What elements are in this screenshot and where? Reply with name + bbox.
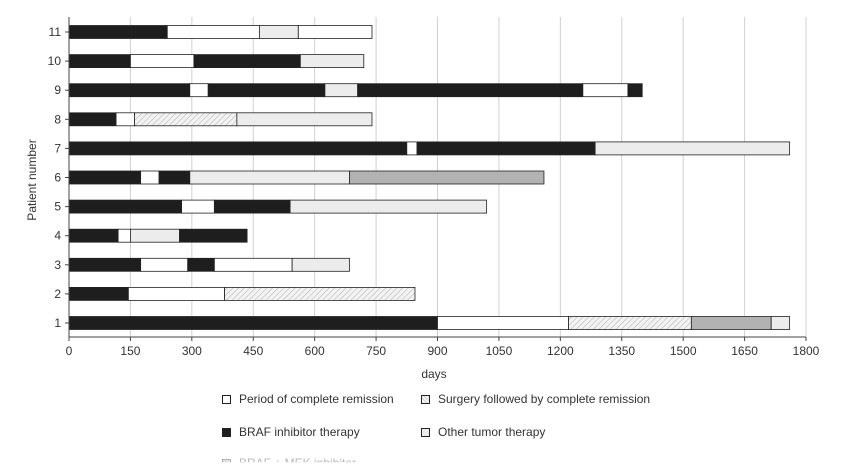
bar-segment-surgery xyxy=(224,286,416,301)
bar-segment-braf xyxy=(68,141,408,156)
bar-segment-remission xyxy=(189,83,209,98)
y-tick-label: 8 xyxy=(54,112,61,126)
legend-item-other: Other tumor therapy xyxy=(421,425,545,439)
bar-segment-braf xyxy=(68,54,131,68)
bar-segment-mek xyxy=(690,316,772,330)
y-tick-label: 4 xyxy=(54,229,61,243)
bar-segment-braf xyxy=(68,286,129,301)
bar-segment-remission xyxy=(117,228,131,243)
bar-segment-braf xyxy=(187,257,215,272)
y-tick-label: 6 xyxy=(54,171,61,185)
bar-segment-remission xyxy=(213,257,293,272)
bar-segment-remission xyxy=(115,112,135,127)
bar-segment-remission xyxy=(140,257,189,272)
y-tick-label: 2 xyxy=(54,287,61,301)
x-tick-label: 1500 xyxy=(670,344,697,358)
y-tick-label: 11 xyxy=(49,25,62,39)
x-axis-label: days xyxy=(421,367,446,381)
remission-swatch-icon xyxy=(222,394,231,404)
legend-label-surgery: Surgery followed by complete remission xyxy=(438,392,651,406)
legend-label-mek: BRAF + MEK inhibitor xyxy=(239,456,357,470)
bar-segment-braf xyxy=(68,228,119,243)
legend-label-braf: BRAF inhibitor therapy xyxy=(239,425,360,439)
x-tick-label: 300 xyxy=(182,344,202,358)
bar-segment-remission xyxy=(166,25,260,39)
bar-segment-other xyxy=(130,228,180,243)
y-tick-label: 5 xyxy=(54,200,61,214)
legend-item-mek: BRAF + MEK inhibitor xyxy=(222,456,357,470)
bar-segment-remission xyxy=(130,54,195,68)
mek-swatch-icon xyxy=(222,458,231,463)
axes: 0 150 300 450 600 750 900 1050 1200 1350 1500 1650 1… xyxy=(48,17,820,358)
bar-segment-other xyxy=(324,83,359,98)
y-tick-label: 1 xyxy=(54,316,61,330)
bars xyxy=(68,25,791,330)
x-tick-label: 900 xyxy=(427,344,447,358)
bar-segment-braf xyxy=(68,316,438,330)
bar-segment-braf xyxy=(68,199,182,214)
y-tick-label: 3 xyxy=(54,258,61,272)
bar-segment-other xyxy=(289,199,488,214)
bar-segment-remission xyxy=(582,83,629,98)
bar-segment-braf xyxy=(416,141,596,156)
surgery-swatch-icon xyxy=(421,394,430,404)
bar-segment-braf xyxy=(193,54,301,68)
x-tick-label: 750 xyxy=(366,344,386,358)
x-tick-label: 150 xyxy=(120,344,140,358)
legend-item-braf: BRAF inhibitor therapy xyxy=(222,425,360,439)
bar-segment-other xyxy=(258,25,299,39)
legend-item-surgery: Surgery followed by complete remission xyxy=(421,392,650,406)
bar-segment-surgery xyxy=(134,112,238,127)
bar-segment-remission xyxy=(127,286,225,301)
bar-segment-braf xyxy=(68,25,168,39)
y-tick-label: 7 xyxy=(54,141,61,155)
legend-item-remission: Period of complete remission xyxy=(222,392,394,406)
bar-segment-remission xyxy=(140,170,160,185)
bar-segment-braf xyxy=(213,199,291,214)
bar-segment-braf xyxy=(627,83,643,98)
y-tick-label: 9 xyxy=(54,83,61,97)
bar-segment-braf xyxy=(68,170,142,185)
bar-segment-braf xyxy=(158,170,191,185)
legend-label-other: Other tumor therapy xyxy=(438,425,546,439)
x-tick-label: 1200 xyxy=(547,344,574,358)
bar-segment-surgery xyxy=(568,316,692,330)
bar-segment-braf xyxy=(68,257,142,272)
x-tick-label: 1050 xyxy=(486,344,513,358)
x-tick-label: 600 xyxy=(305,344,325,358)
legend-label-remission: Period of complete remission xyxy=(239,392,394,406)
bar-segment-remission xyxy=(406,141,418,156)
bar-segment-braf xyxy=(179,228,248,243)
bar-segment-braf xyxy=(68,83,191,98)
bar-segment-braf xyxy=(68,112,117,127)
x-tick-label: 1800 xyxy=(793,344,820,358)
y-tick-label: 10 xyxy=(48,54,62,68)
bar-segment-other xyxy=(291,257,350,272)
x-tick-label: 0 xyxy=(66,344,73,358)
braf-swatch-icon xyxy=(222,427,231,437)
other-swatch-icon xyxy=(421,427,430,437)
bar-segment-other xyxy=(594,141,791,156)
bar-segment-other xyxy=(189,170,350,185)
bar-segment-braf xyxy=(357,83,584,98)
bar-segment-other xyxy=(236,112,373,127)
bar-segment-remission xyxy=(437,316,569,330)
bar-segment-other xyxy=(299,54,365,68)
bar-segment-other xyxy=(770,316,791,330)
bar-segment-remission xyxy=(181,199,215,214)
x-tick-label: 1350 xyxy=(608,344,635,358)
y-axis-label: Patient number xyxy=(25,139,39,220)
bar-segment-remission xyxy=(297,25,373,39)
x-tick-label: 450 xyxy=(243,344,263,358)
x-tick-label: 1650 xyxy=(731,344,758,358)
bar-segment-braf xyxy=(207,83,326,98)
bar-segment-mek xyxy=(349,170,545,185)
